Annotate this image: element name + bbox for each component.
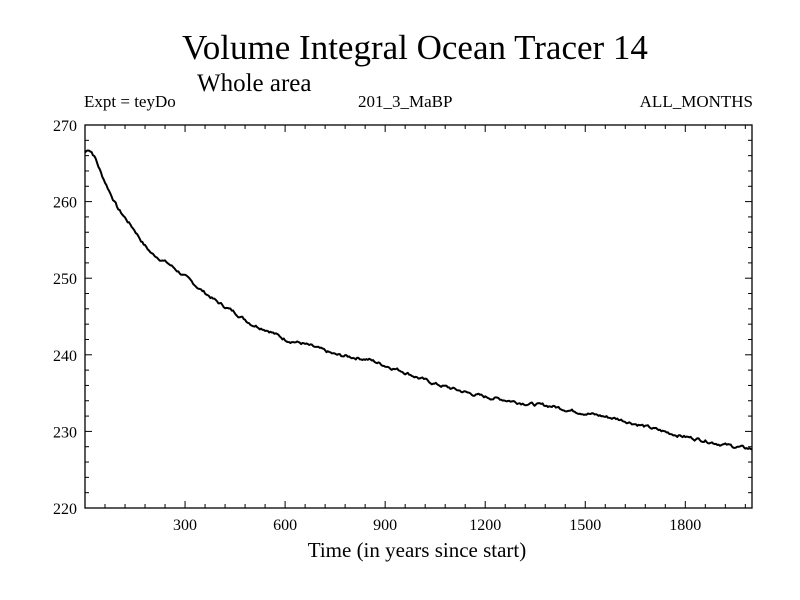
- x-tick-label: 1500: [569, 517, 601, 534]
- y-tick-label: 220: [53, 501, 77, 518]
- y-tick-label: 240: [53, 348, 77, 365]
- x-tick-label: 1200: [469, 517, 501, 534]
- y-tick-label: 260: [53, 195, 77, 212]
- x-tick-label: 600: [273, 517, 297, 534]
- x-axis-label: Time (in years since start): [307, 538, 527, 562]
- months-label: ALL_MONTHS: [639, 92, 753, 111]
- ticks-layer: 220 230 240 250 260 270 300 600 900 1200 1500 1800: [53, 118, 752, 534]
- chart-title: Volume Integral Ocean Tracer 14: [182, 28, 648, 67]
- x-tick-label: 1800: [669, 517, 701, 534]
- y-tick-label: 270: [53, 118, 77, 135]
- x-tick-label: 900: [373, 517, 397, 534]
- y-tick-label: 230: [53, 424, 77, 441]
- chart-subtitle: Whole area: [197, 70, 312, 97]
- run-id-label: 201_3_MaBP: [358, 92, 453, 111]
- series-line: [84, 149, 753, 451]
- plot-frame: [84, 124, 753, 509]
- y-tick-label: 250: [53, 271, 77, 288]
- experiment-label: Expt = teyDo: [84, 92, 176, 111]
- x-tick-label: 300: [173, 517, 197, 534]
- series-layer: [84, 149, 753, 451]
